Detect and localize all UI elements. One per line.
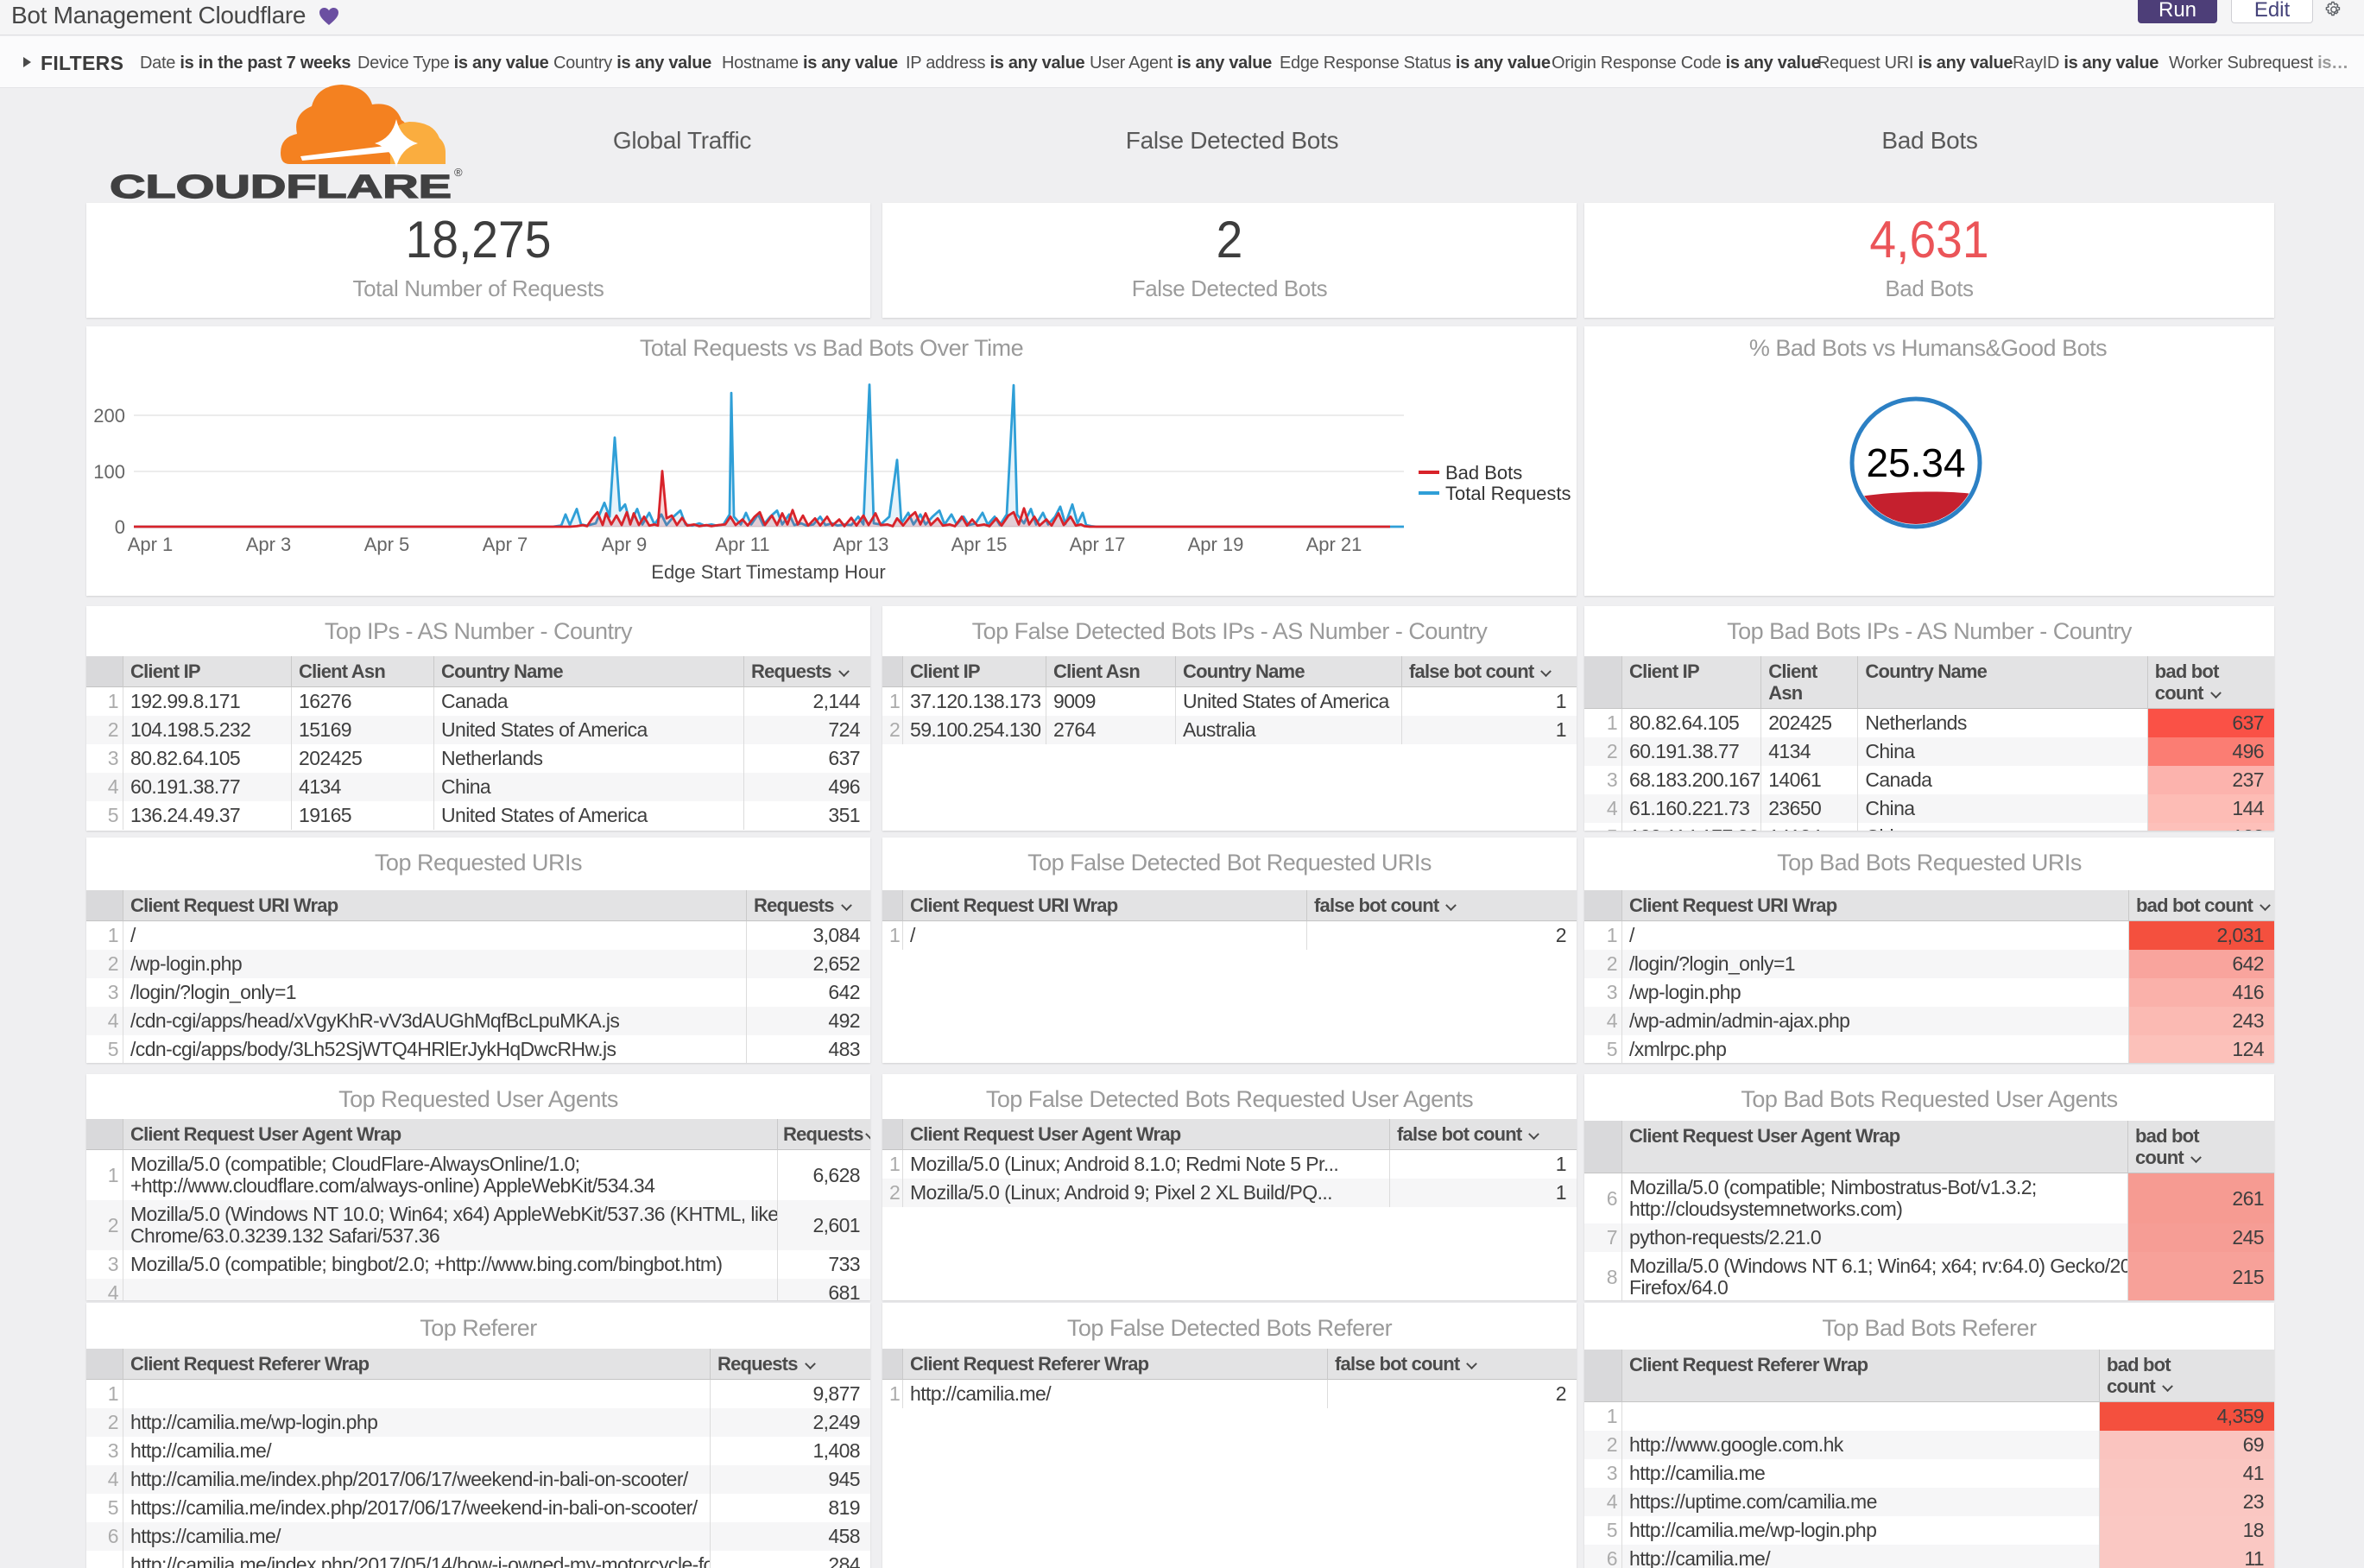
svg-text:Total Requests vs Bad Bots Ove: Total Requests vs Bad Bots Over Time	[640, 335, 1023, 361]
svg-text:Apr 19: Apr 19	[1188, 534, 1244, 555]
svg-text:200: 200	[93, 405, 125, 427]
svg-text:Apr 13: Apr 13	[833, 534, 889, 555]
svg-text:% Bad Bots vs Humans&Good Bots: % Bad Bots vs Humans&Good Bots	[1749, 335, 2107, 361]
svg-text:Apr 17: Apr 17	[1070, 534, 1126, 555]
svg-text:Apr 11: Apr 11	[715, 534, 769, 555]
svg-text:Apr 1: Apr 1	[128, 534, 174, 555]
svg-text:®: ®	[454, 166, 463, 179]
svg-text:100: 100	[93, 461, 125, 483]
svg-text:25.34: 25.34	[1866, 440, 1965, 485]
svg-text:Bad Bots: Bad Bots	[1445, 462, 1522, 484]
svg-text:Apr 7: Apr 7	[483, 534, 528, 555]
svg-text:Total Requests: Total Requests	[1445, 483, 1571, 504]
svg-text:Apr 9: Apr 9	[602, 534, 648, 555]
svg-text:0: 0	[115, 516, 125, 538]
svg-text:Apr 5: Apr 5	[364, 534, 410, 555]
svg-text:Apr 21: Apr 21	[1306, 534, 1362, 555]
svg-text:CLOUDFLARE: CLOUDFLARE	[110, 169, 452, 201]
svg-text:Edge Start Timestamp Hour: Edge Start Timestamp Hour	[651, 561, 885, 583]
svg-text:Apr 15: Apr 15	[951, 534, 1008, 555]
svg-text:Apr 3: Apr 3	[246, 534, 292, 555]
